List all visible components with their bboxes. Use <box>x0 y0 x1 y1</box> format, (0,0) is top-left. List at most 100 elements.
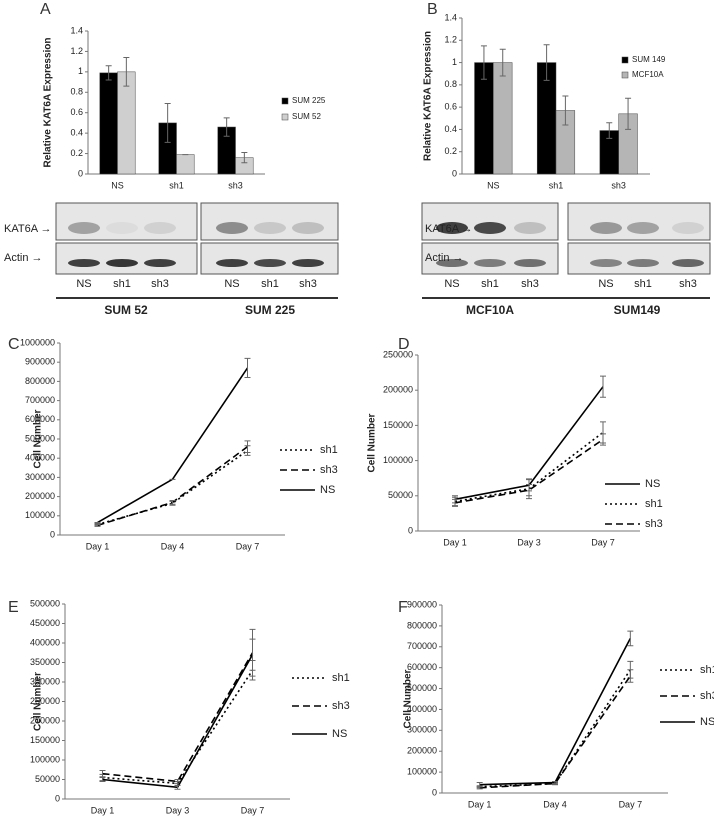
y-tick-label: 600000 <box>407 662 437 672</box>
error-bar <box>169 499 176 505</box>
y-tick-label: 1.2 <box>70 46 83 56</box>
error-bar <box>452 498 458 507</box>
legend-label: SUM 52 <box>292 112 321 121</box>
blot-panel <box>55 202 198 241</box>
line <box>97 449 248 526</box>
row-label: KAT6A → <box>425 223 472 235</box>
line <box>479 669 632 788</box>
error-bar <box>600 375 606 398</box>
x-tick-label: Day 4 <box>161 541 185 551</box>
x-tick-label: sh1 <box>169 180 184 190</box>
y-tick-label: 400000 <box>25 453 55 463</box>
panel-label: C <box>8 336 20 353</box>
y-tick-label: 1.4 <box>444 12 457 22</box>
y-tick-label: 0 <box>55 793 60 803</box>
error-bar <box>543 44 550 81</box>
y-tick-label: 700000 <box>25 395 55 405</box>
y-tick-label: 200000 <box>30 715 60 725</box>
legend-label: sh3 <box>332 700 350 712</box>
actin-band <box>672 259 704 267</box>
lane-label: NS <box>76 278 91 290</box>
bar <box>176 154 195 175</box>
legend-label: sh1 <box>320 444 338 456</box>
line <box>102 669 254 785</box>
legend-swatch <box>281 113 289 121</box>
y-tick-label: 0.2 <box>444 146 457 156</box>
error-bar <box>99 770 106 778</box>
y-axis-label: Cell Number <box>403 669 414 728</box>
y-tick-label: 900000 <box>407 599 437 609</box>
error-bar <box>223 117 230 137</box>
actin-band <box>436 259 468 267</box>
legend-swatch <box>621 56 629 64</box>
y-tick-label: 100000 <box>25 510 55 520</box>
x-tick-label: Day 3 <box>517 537 541 547</box>
kat6a-band <box>627 222 659 234</box>
actin-band <box>627 259 659 267</box>
actin-band <box>68 259 100 267</box>
y-tick-label: 0.2 <box>70 148 83 158</box>
error-bar <box>99 777 106 782</box>
error-bar <box>123 57 130 87</box>
x-tick-label: NS <box>487 180 500 190</box>
y-tick-label: 1.4 <box>70 25 83 35</box>
error-bar <box>174 784 181 790</box>
bar <box>493 62 513 175</box>
bar <box>99 72 118 175</box>
legend-label: sh3 <box>320 464 338 476</box>
y-tick-label: 0 <box>50 529 55 539</box>
group-label: MCF10A <box>466 303 514 317</box>
legend-label: NS <box>645 478 660 490</box>
legend-label: sh1 <box>700 664 714 676</box>
y-tick-label: 600000 <box>25 414 55 424</box>
legend-label: sh1 <box>332 672 350 684</box>
error-bar <box>526 484 532 497</box>
y-tick-label: 200000 <box>383 385 413 395</box>
y-tick-label: 250000 <box>383 349 413 359</box>
y-tick-label: 0.8 <box>444 79 457 89</box>
x-tick-label: Day 7 <box>236 541 260 551</box>
kat6a-band <box>144 222 176 234</box>
y-axis-label: Cell Number <box>367 413 378 472</box>
y-tick-label: 1 <box>452 57 457 67</box>
y-tick-label: 900000 <box>25 357 55 367</box>
error-bar <box>625 97 632 130</box>
kat6a-band <box>216 222 248 234</box>
y-tick-label: 0.8 <box>70 87 83 97</box>
panel-label: A <box>40 1 51 18</box>
kat6a-band <box>436 222 468 234</box>
panel-label: D <box>398 336 410 353</box>
error-bar <box>94 523 101 527</box>
blot-panel <box>567 202 711 241</box>
y-tick-label: 1.2 <box>444 35 457 45</box>
lane-label: sh3 <box>151 278 169 290</box>
y-tick-label: 0.4 <box>70 128 83 138</box>
y-tick-label: 250000 <box>30 696 60 706</box>
y-axis-label: Cell Number <box>33 409 44 468</box>
error-bar <box>552 781 558 785</box>
legend-label: sh3 <box>700 690 714 702</box>
lane-label: sh3 <box>521 278 539 290</box>
error-bar <box>249 638 256 671</box>
blot-panel <box>421 242 559 275</box>
legend-label: NS <box>700 716 714 728</box>
actin-band <box>514 259 546 267</box>
x-tick-label: Day 1 <box>468 799 492 809</box>
y-tick-label: 400000 <box>407 704 437 714</box>
line <box>97 367 249 524</box>
legend-label: sh1 <box>645 498 663 510</box>
y-tick-label: 100000 <box>407 766 437 776</box>
row-label: KAT6A → <box>4 223 51 235</box>
x-tick-label: NS <box>111 180 124 190</box>
y-tick-label: 300000 <box>25 472 55 482</box>
kat6a-band <box>254 222 286 234</box>
error-bar <box>627 630 634 647</box>
kat6a-band <box>106 222 138 234</box>
error-bar <box>244 357 251 379</box>
y-tick-label: 150000 <box>383 420 413 430</box>
y-tick-label: 800000 <box>25 376 55 386</box>
legend-swatch <box>281 97 289 105</box>
legend-label: SUM 149 <box>632 55 666 64</box>
legend-label: sh3 <box>645 518 663 530</box>
